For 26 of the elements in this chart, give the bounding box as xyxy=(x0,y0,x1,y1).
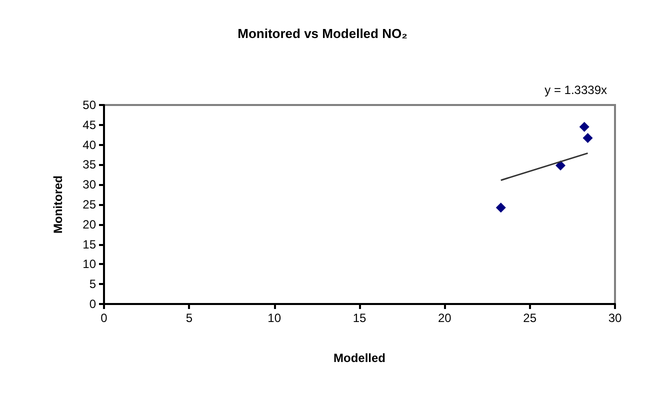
y-tick-label: 10 xyxy=(82,257,96,272)
y-tick-label: 40 xyxy=(82,138,96,152)
x-tick-label: 15 xyxy=(352,311,366,325)
chart-title: Monitored vs Modelled NO₂ xyxy=(238,26,408,41)
x-axis-title: Modelled xyxy=(333,351,386,365)
x-tick-label: 0 xyxy=(100,311,108,325)
point xyxy=(496,202,506,213)
x-tick-label: 20 xyxy=(438,311,452,325)
y-tick-label: 15 xyxy=(82,237,96,252)
point xyxy=(555,160,566,170)
y-tick-label: 20 xyxy=(82,217,96,232)
point xyxy=(579,122,590,132)
y-tick-label: 5 xyxy=(89,277,96,292)
y-tick-label: 0 xyxy=(89,297,96,311)
x-tick-label: 30 xyxy=(608,311,622,325)
point xyxy=(582,133,593,144)
y-tick-label: 35 xyxy=(82,158,96,172)
text: y = 1.3339x xyxy=(544,83,608,97)
y-tick-label: 45 xyxy=(82,118,96,132)
y-axis-title: Monitored xyxy=(51,176,65,234)
x-tick-label: 10 xyxy=(268,311,282,325)
y-tick-label: 25 xyxy=(82,198,96,212)
x-tick-label: 25 xyxy=(523,311,537,325)
x-tick-label: 5 xyxy=(186,311,193,325)
y-tick-label: 30 xyxy=(82,178,96,192)
y-tick-label: 50 xyxy=(82,98,96,112)
